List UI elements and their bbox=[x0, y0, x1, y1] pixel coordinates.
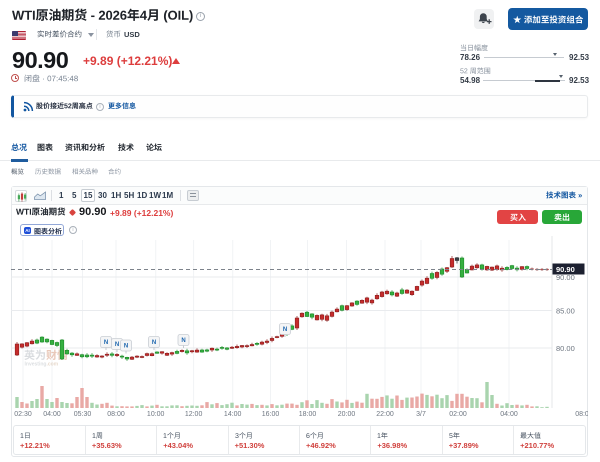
svg-text:16:00: 16:00 bbox=[262, 411, 280, 418]
svg-text:80.00: 80.00 bbox=[556, 344, 575, 353]
svg-text:20:00: 20:00 bbox=[338, 411, 356, 418]
svg-text:12:00: 12:00 bbox=[185, 411, 203, 418]
svg-text:14:00: 14:00 bbox=[224, 411, 242, 418]
svg-text:22:00: 22:00 bbox=[376, 411, 394, 418]
svg-text:04:00: 04:00 bbox=[500, 411, 518, 418]
svg-text:90.90: 90.90 bbox=[556, 265, 575, 274]
svg-text:05:30: 05:30 bbox=[74, 411, 92, 418]
svg-text:N: N bbox=[152, 340, 156, 346]
svg-text:85.00: 85.00 bbox=[556, 307, 575, 316]
svg-text:02:30: 02:30 bbox=[14, 411, 32, 418]
svg-text:08:00: 08:00 bbox=[107, 411, 125, 418]
svg-text:02:00: 02:00 bbox=[449, 411, 467, 418]
svg-text:Investing.com: Investing.com bbox=[25, 362, 59, 368]
svg-text:10:00: 10:00 bbox=[147, 411, 165, 418]
svg-text:08:0: 08:0 bbox=[575, 411, 588, 418]
svg-text:N: N bbox=[283, 327, 287, 333]
svg-text:N: N bbox=[104, 340, 108, 346]
svg-text:90.00: 90.00 bbox=[556, 273, 575, 282]
svg-text:N: N bbox=[124, 344, 128, 350]
svg-text:18:00: 18:00 bbox=[299, 411, 317, 418]
svg-text:N: N bbox=[115, 342, 119, 348]
svg-text:N: N bbox=[181, 338, 185, 344]
svg-text:04:00: 04:00 bbox=[43, 411, 61, 418]
svg-text:3/7: 3/7 bbox=[416, 411, 426, 418]
